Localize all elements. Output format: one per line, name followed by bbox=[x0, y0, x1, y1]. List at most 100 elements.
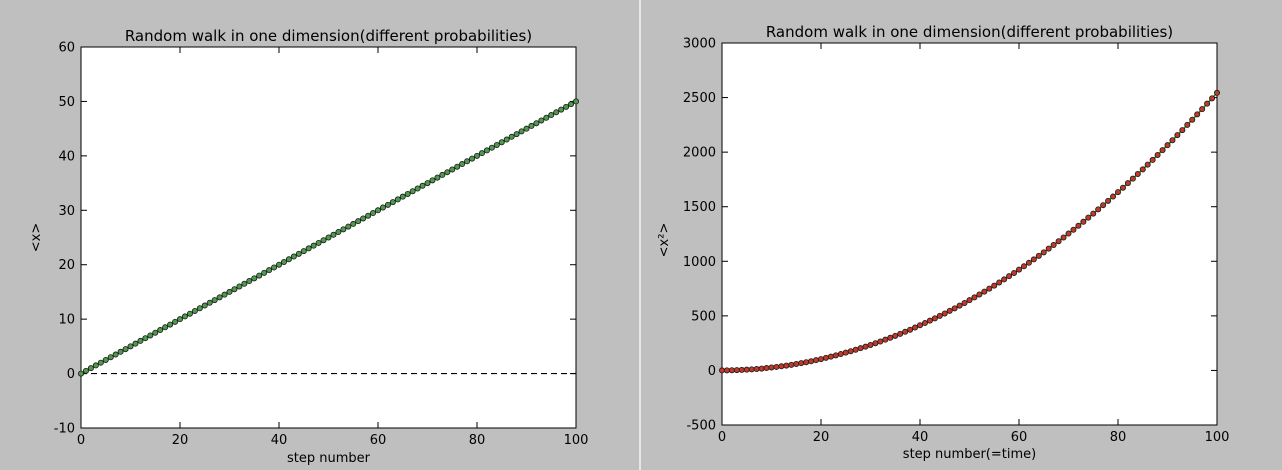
data-point bbox=[330, 231, 337, 238]
data-point bbox=[172, 318, 179, 325]
data-point bbox=[1129, 175, 1136, 182]
data-point bbox=[513, 131, 520, 138]
data-point bbox=[127, 343, 134, 350]
data-point bbox=[251, 275, 258, 282]
data-point bbox=[738, 366, 745, 373]
data-point bbox=[1159, 147, 1166, 154]
data-point bbox=[991, 282, 998, 289]
data-point bbox=[723, 367, 730, 374]
data-point bbox=[1164, 142, 1171, 149]
data-point bbox=[808, 358, 815, 365]
data-point bbox=[548, 112, 555, 119]
chart-left: Random walk in one dimension(different p… bbox=[29, 27, 588, 466]
y-tick-label: 0 bbox=[67, 367, 75, 382]
data-point bbox=[1134, 170, 1141, 177]
data-point bbox=[473, 152, 480, 159]
data-point bbox=[822, 354, 829, 361]
x-tick-label: 0 bbox=[77, 433, 85, 448]
data-point bbox=[966, 297, 973, 304]
chart-title: Random walk in one dimension(different p… bbox=[766, 23, 1173, 41]
data-point bbox=[897, 330, 904, 337]
marks bbox=[78, 98, 580, 377]
data-point bbox=[1011, 269, 1018, 276]
data-point bbox=[728, 367, 735, 374]
data-point bbox=[1100, 202, 1107, 209]
data-point bbox=[355, 218, 362, 225]
data-point bbox=[315, 239, 322, 246]
data-point bbox=[882, 336, 889, 343]
panel-divider bbox=[639, 0, 641, 470]
data-point bbox=[206, 299, 213, 306]
data-point bbox=[798, 360, 805, 367]
data-point bbox=[961, 299, 968, 306]
data-point bbox=[1065, 230, 1072, 237]
chart-right: Random walk in one dimension(different p… bbox=[657, 23, 1229, 462]
data-point bbox=[719, 367, 726, 374]
data-point bbox=[419, 182, 426, 189]
data-point bbox=[1080, 218, 1087, 225]
data-point bbox=[488, 144, 495, 151]
data-point bbox=[196, 305, 203, 312]
data-point bbox=[783, 362, 790, 369]
data-point bbox=[478, 150, 485, 157]
y-tick-label: -500 bbox=[686, 419, 716, 434]
data-point bbox=[1020, 263, 1027, 270]
y-tick-label: 50 bbox=[58, 95, 75, 110]
x-tick-label: 40 bbox=[912, 430, 929, 445]
data-point bbox=[1035, 252, 1042, 259]
y-tick-label: 40 bbox=[58, 149, 75, 164]
y-axis-label: <x> bbox=[29, 223, 44, 252]
data-point bbox=[374, 207, 381, 214]
data-point bbox=[464, 158, 471, 165]
data-point bbox=[1184, 121, 1191, 128]
data-point bbox=[236, 283, 243, 290]
y-tick-label: 60 bbox=[58, 41, 75, 56]
plot-area bbox=[721, 42, 1218, 426]
data-point bbox=[335, 229, 342, 236]
data-point bbox=[256, 272, 263, 279]
data-point bbox=[941, 310, 948, 317]
data-point bbox=[1154, 151, 1161, 158]
data-point bbox=[926, 317, 933, 324]
data-point bbox=[523, 125, 530, 132]
data-point bbox=[137, 337, 144, 344]
data-point bbox=[1110, 193, 1117, 200]
data-point bbox=[97, 359, 104, 366]
data-point bbox=[1174, 132, 1181, 139]
data-point bbox=[1199, 106, 1206, 113]
data-point bbox=[221, 291, 228, 298]
x-tick-label: 100 bbox=[564, 433, 589, 448]
data-point bbox=[82, 367, 89, 374]
data-point bbox=[365, 212, 372, 219]
y-tick-label: 10 bbox=[58, 313, 75, 328]
data-point bbox=[310, 242, 317, 249]
data-point bbox=[758, 365, 765, 372]
data-point bbox=[340, 226, 347, 233]
data-point bbox=[1189, 116, 1196, 123]
x-tick-label: 100 bbox=[1205, 430, 1230, 445]
data-point bbox=[1001, 276, 1008, 283]
y-tick-label: -10 bbox=[54, 422, 75, 437]
data-point bbox=[1006, 273, 1013, 280]
data-point bbox=[743, 366, 750, 373]
x-tick-label: 80 bbox=[1110, 430, 1127, 445]
data-point bbox=[912, 324, 919, 331]
data-point bbox=[1075, 222, 1082, 229]
x-tick-label: 80 bbox=[469, 433, 486, 448]
data-point bbox=[360, 215, 367, 222]
data-point bbox=[266, 267, 273, 274]
data-point bbox=[424, 180, 431, 187]
data-point bbox=[142, 335, 149, 342]
data-point bbox=[568, 101, 575, 108]
chart-title: Random walk in one dimension(different p… bbox=[125, 27, 532, 45]
data-point bbox=[434, 174, 441, 181]
data-point bbox=[936, 312, 943, 319]
data-point bbox=[1016, 266, 1023, 273]
data-point bbox=[753, 366, 760, 373]
data-point bbox=[181, 313, 188, 320]
data-point bbox=[862, 343, 869, 350]
data-point bbox=[508, 133, 515, 140]
data-point bbox=[558, 106, 565, 113]
